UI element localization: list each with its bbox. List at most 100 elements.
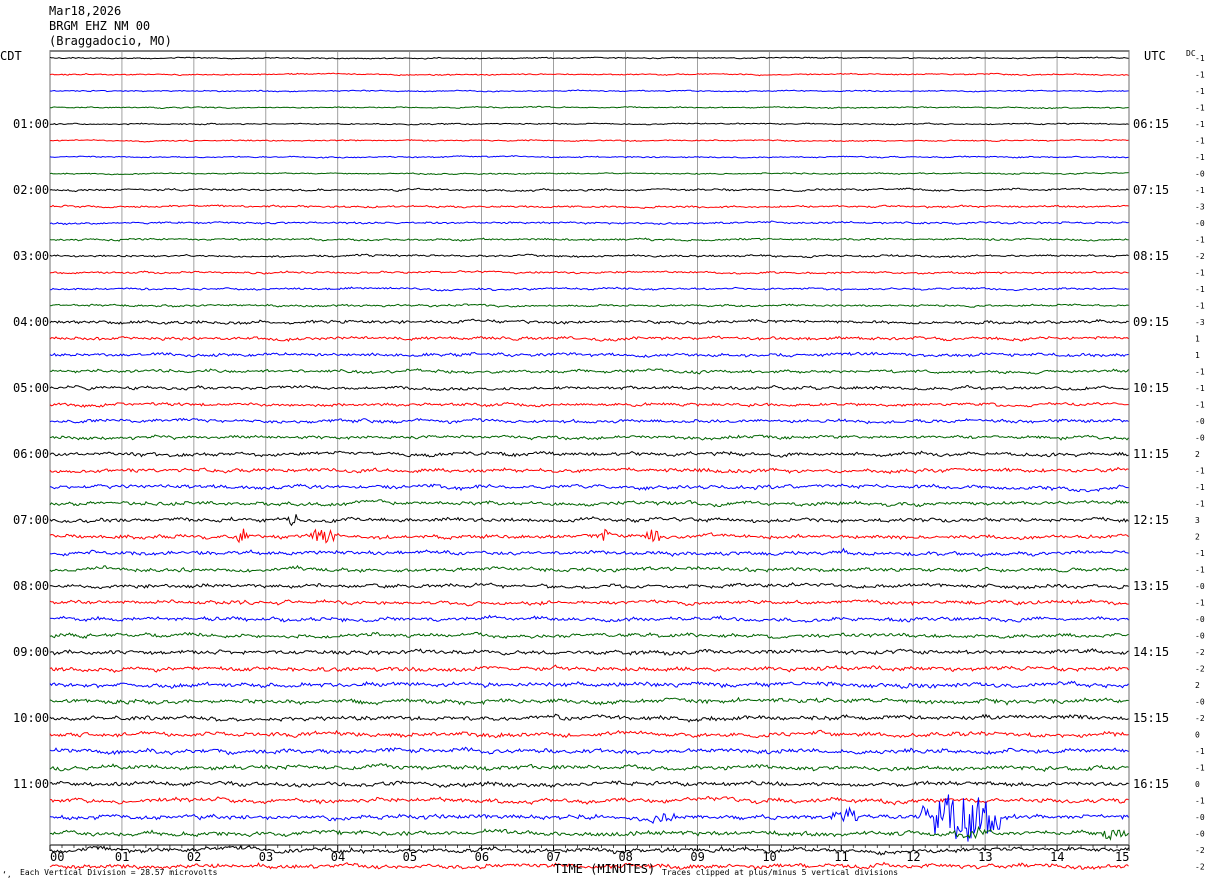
dc-offset-label: -0 [1195,615,1205,624]
trace-line [49,564,1129,574]
dc-offset-label: -1 [1195,120,1205,129]
dc-offset-label: -1 [1195,500,1205,509]
utc-hour-label: 14:15 [1133,645,1169,659]
axes: 00 01 02 03 04 05 06 07 08 09 10 11 12 13 14 1501:0002:… [13,54,1205,872]
dc-offset-label: -1 [1195,87,1205,96]
dc-offset-label: 2 [1195,681,1200,690]
cdt-hour-label: 02:00 [13,183,49,197]
dc-offset-label: -0 [1195,219,1205,228]
dc-offset-label: -3 [1195,318,1205,327]
trace-line [49,155,1129,159]
dc-offset-label: -2 [1195,714,1205,723]
helicorder-date: Mar18,2026 [49,4,122,18]
trace-line [49,384,1129,392]
trace-line [49,335,1129,342]
trace-line [49,729,1129,739]
dc-offset-label: -1 [1195,764,1205,773]
trace-line [49,514,1129,527]
cdt-hour-label: 07:00 [13,513,49,527]
left-timezone-label: CDT [0,49,22,63]
dc-offset-label: -2 [1195,665,1205,674]
dc-offset-label: -0 [1195,632,1205,641]
trace-line [49,780,1129,789]
plot-frame [49,50,1130,846]
cdt-hour-label: 10:00 [13,711,49,725]
x-tick-label: 00 [50,850,64,864]
trace-line [49,631,1129,640]
trace-line [49,582,1129,590]
utc-hour-label: 15:15 [1133,711,1169,725]
trace-line [49,89,1129,93]
dc-offset-label: -1 [1195,747,1205,756]
trace-line [49,680,1129,690]
dc-offset-label: -1 [1195,54,1205,63]
trace-line [49,72,1129,77]
trace-line [49,450,1129,458]
x-tick-label: 01 [115,850,129,864]
x-tick-label: 14 [1050,850,1064,864]
trace-line [49,696,1129,706]
dc-offset-label: 0 [1195,731,1200,740]
x-tick-label: 09 [690,850,704,864]
dc-offset-label: -1 [1195,549,1205,558]
station-code: BRGM EHZ NM 00 [49,19,151,33]
utc-hour-label: 09:15 [1133,315,1169,329]
dc-offset-label: -1 [1195,467,1205,476]
right-timezone-label: UTC [1144,49,1166,63]
dc-offset-label: -0 [1195,417,1205,426]
cdt-hour-label: 01:00 [13,117,49,131]
dc-offset-label: -1 [1195,599,1205,608]
dc-offset-label: -1 [1195,384,1205,393]
dc-offset-label: 1 [1195,351,1200,360]
trace-line [49,122,1129,126]
trace-line [50,795,1129,806]
corner-mark: ‘‚ [2,870,12,879]
x-tick-label: 06 [475,850,489,864]
trace-line [49,528,1129,544]
dc-offset-label: -1 [1195,797,1205,806]
trace-line [49,204,1129,209]
trace-line [49,401,1129,408]
x-tick-label: 04 [331,850,345,864]
minute-grid [49,51,1130,845]
scale-note: Each Vertical Division = 28.57 microvolt… [20,868,218,877]
utc-hour-label: 16:15 [1133,777,1169,791]
dc-offset-label: -1 [1195,483,1205,492]
trace-line [49,368,1129,375]
x-tick-label: 13 [978,850,992,864]
trace-line [49,861,1129,870]
trace-line [49,417,1129,425]
dc-offset-label: -1 [1195,285,1205,294]
dc-offset-label: -1 [1195,153,1205,162]
utc-hour-label: 13:15 [1133,579,1169,593]
station-location: (Braggadocio, MO) [49,34,172,48]
dc-offset-label: -0 [1195,813,1205,822]
dc-offset-label: 3 [1195,516,1200,525]
trace-line [49,187,1129,193]
dc-offset-label: -2 [1195,863,1205,872]
x-tick-label: 11 [834,850,848,864]
dc-offset-label: -0 [1195,698,1205,707]
dc-offset-label: 0 [1195,780,1200,789]
trace-line [49,598,1129,607]
dc-offset-label: -0 [1195,434,1205,443]
dc-offset-label: 2 [1195,450,1200,459]
x-tick-label: 08 [618,850,632,864]
dc-offset-label: -2 [1195,648,1205,657]
dc-offset-label: -1 [1195,566,1205,575]
dc-offset-label: -1 [1195,236,1205,245]
utc-hour-label: 10:15 [1133,381,1169,395]
cdt-hour-label: 11:00 [13,777,49,791]
dc-offset-label: -1 [1195,186,1205,195]
cdt-hour-label: 09:00 [13,645,49,659]
x-tick-label: 02 [187,850,201,864]
trace-line [49,713,1129,723]
trace-line [49,648,1129,656]
x-tick-label: 05 [403,850,417,864]
x-tick-label: 15 [1115,850,1129,864]
x-axis-label: TIME (MINUTES) [554,862,655,876]
dc-offset-label: -0 [1195,170,1205,179]
trace-line [49,270,1129,275]
trace-line [49,172,1129,176]
trace-line [49,825,1129,841]
